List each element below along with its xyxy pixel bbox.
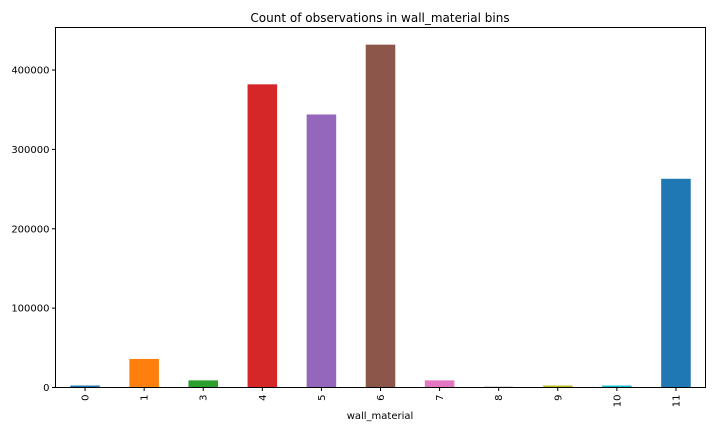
y-tick-label-400000: 400000 [11, 66, 49, 77]
x-axis-label: wall_material [347, 411, 414, 422]
y-axis: 0 100000 200000 300000 400000 [11, 66, 56, 394]
x-tick-label-3: 3 [199, 395, 210, 401]
x-tick-label-7: 7 [435, 395, 446, 401]
bar-11 [661, 178, 691, 388]
x-axis: 0 1 3 4 5 6 7 8 9 10 11 [81, 387, 682, 408]
x-tick-label-1: 1 [140, 395, 151, 401]
x-tick-label-5: 5 [317, 395, 328, 401]
y-tick-label-200000: 200000 [11, 224, 49, 235]
x-tick-label-9: 9 [553, 395, 564, 401]
chart-title: Count of observations in wall_material b… [250, 11, 509, 25]
bar-1 [129, 358, 159, 388]
bar-4 [247, 84, 278, 388]
x-tick-label-8: 8 [494, 395, 505, 401]
bar-7 [424, 380, 455, 388]
x-tick-label-11: 11 [671, 395, 682, 408]
y-tick-label-100000: 100000 [11, 304, 49, 315]
x-tick-label-4: 4 [258, 395, 269, 401]
bar-3 [188, 380, 218, 388]
bar-0 [70, 385, 100, 388]
y-tick-label-0: 0 [43, 383, 49, 394]
bar-5 [306, 114, 337, 388]
y-tick-label-300000: 300000 [11, 145, 49, 156]
plot-area [55, 27, 706, 388]
bar-9 [543, 385, 573, 388]
x-tick-label-0: 0 [81, 395, 92, 401]
bar-10 [602, 385, 632, 388]
bars-group [70, 44, 691, 388]
bar-6 [365, 44, 396, 388]
x-tick-label-6: 6 [376, 395, 387, 401]
x-tick-label-10: 10 [612, 395, 623, 408]
